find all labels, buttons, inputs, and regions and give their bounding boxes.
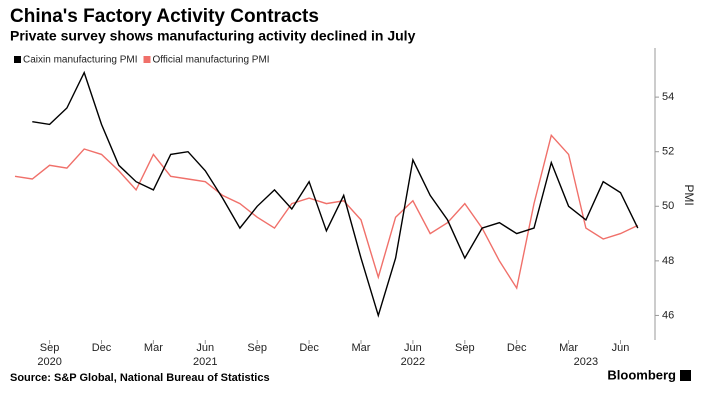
x-year-label: 2022 — [401, 356, 425, 368]
x-tick-label: Dec — [299, 342, 319, 354]
series-line — [14, 133, 639, 290]
brand: Bloomberg — [607, 367, 676, 382]
x-tick-label: Sep — [247, 342, 267, 354]
legend-label: Official manufacturing PMI — [153, 55, 270, 66]
x-year-label: 2020 — [37, 356, 61, 368]
x-year-label: 2023 — [574, 356, 598, 368]
y-axis-label: PMI — [682, 184, 696, 205]
x-tick-label: Sep — [40, 342, 60, 354]
x-tick-label: Jun — [404, 342, 422, 354]
legend-swatch — [14, 56, 21, 63]
source: Source: S&P Global, National Bureau of S… — [10, 372, 270, 384]
x-year-label: 2021 — [193, 356, 217, 368]
chart-title: China's Factory Activity Contracts — [10, 6, 319, 27]
x-tick-label: Sep — [455, 342, 475, 354]
x-tick-label: Mar — [352, 342, 371, 354]
x-tick-label: Dec — [92, 342, 112, 354]
legend-bg — [10, 50, 300, 70]
brand-icon — [680, 370, 691, 381]
x-tick-label: Dec — [507, 342, 527, 354]
y-tick-label: 48 — [662, 255, 674, 267]
y-tick-label: 46 — [662, 309, 674, 321]
x-tick-label: Jun — [612, 342, 630, 354]
y-tick-label: 54 — [662, 91, 674, 103]
series-line — [32, 70, 639, 318]
y-tick-label: 50 — [662, 200, 674, 212]
legend-label: Caixin manufacturing PMI — [23, 55, 138, 66]
x-tick-label: Mar — [144, 342, 163, 354]
chart-subtitle: Private survey shows manufacturing activ… — [10, 28, 416, 44]
x-tick-label: Jun — [196, 342, 214, 354]
legend-swatch — [143, 56, 151, 63]
x-tick-label: Mar — [559, 342, 578, 354]
y-tick-label: 52 — [662, 146, 674, 158]
